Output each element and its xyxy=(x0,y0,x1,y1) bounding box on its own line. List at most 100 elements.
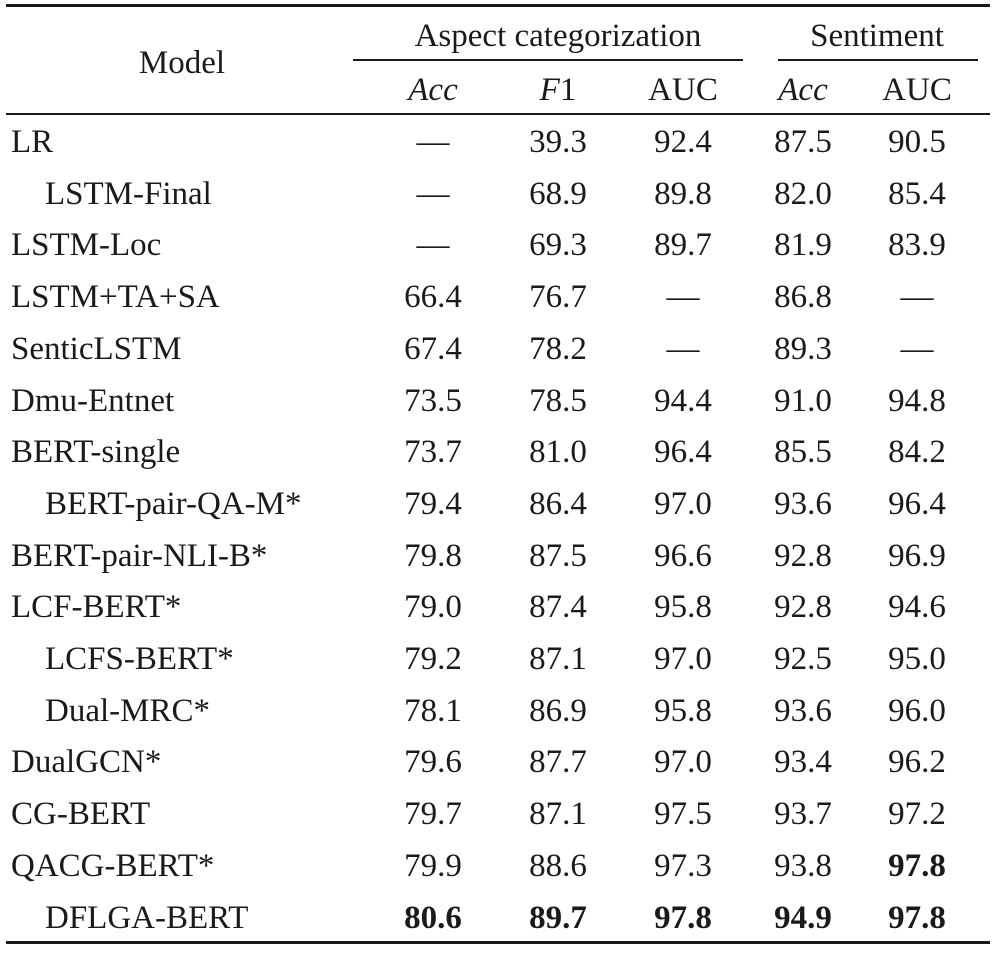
cell-aspect-f1: 89.7 xyxy=(529,900,587,936)
cell-aspect-f1: 87.7 xyxy=(529,744,587,780)
cell-aspect-auc: 97.8 xyxy=(654,900,712,936)
cell-aspect-acc: 79.7 xyxy=(404,796,462,832)
header-rule xyxy=(6,113,990,115)
cell-aspect-f1: 87.4 xyxy=(529,589,587,625)
cell-aspect-auc: 97.5 xyxy=(654,796,712,832)
model-name: LSTM-Final xyxy=(45,176,212,212)
cell-aspect-f1: 87.1 xyxy=(529,796,587,832)
col-header-aspect-f1: F1 xyxy=(540,70,577,110)
model-name: SenticLSTM xyxy=(11,331,182,367)
cell-aspect-acc: 78.1 xyxy=(404,693,462,729)
cell-sentiment-acc: 92.8 xyxy=(774,589,832,625)
cell-sentiment-auc: 84.2 xyxy=(888,434,946,470)
cell-aspect-acc: 79.6 xyxy=(404,744,462,780)
col-header-aspect-acc: Acc xyxy=(408,72,458,108)
cell-aspect-auc: 95.8 xyxy=(654,589,712,625)
cell-aspect-auc: 97.0 xyxy=(654,641,712,677)
cell-aspect-auc: 97.0 xyxy=(654,486,712,522)
cell-sentiment-acc: 91.0 xyxy=(774,383,832,419)
cell-sentiment-auc: 96.9 xyxy=(888,538,946,574)
cell-aspect-f1: 78.2 xyxy=(529,331,587,367)
cell-aspect-acc: 66.4 xyxy=(404,279,462,315)
cell-sentiment-auc: 90.5 xyxy=(888,124,946,160)
cell-sentiment-acc: 93.4 xyxy=(774,744,832,780)
model-name: LR xyxy=(11,124,54,160)
cell-aspect-f1: 39.3 xyxy=(529,124,587,160)
model-name: BERT-pair-NLI-B* xyxy=(11,538,268,574)
bottom-rule xyxy=(6,941,990,944)
top-rule xyxy=(6,4,990,7)
cell-aspect-acc: 80.6 xyxy=(404,900,462,936)
model-name: CG-BERT xyxy=(11,796,151,832)
model-name: DFLGA-BERT xyxy=(45,900,249,936)
cell-aspect-auc: 96.4 xyxy=(654,434,712,470)
cell-aspect-auc: 97.0 xyxy=(654,744,712,780)
cell-aspect-acc: 79.4 xyxy=(404,486,462,522)
cell-aspect-auc: 89.7 xyxy=(654,227,712,263)
cell-aspect-auc: 95.8 xyxy=(654,693,712,729)
model-name: DualGCN* xyxy=(11,744,162,780)
cell-aspect-f1: 86.9 xyxy=(529,693,587,729)
cell-sentiment-auc: 85.4 xyxy=(888,176,946,212)
cell-sentiment-auc: 96.0 xyxy=(888,693,946,729)
col-header-f1-subscript: 1 xyxy=(559,72,577,108)
cell-sentiment-auc: 83.9 xyxy=(888,227,946,263)
cell-sentiment-auc: 94.6 xyxy=(888,589,946,625)
cell-sentiment-acc: 85.5 xyxy=(774,434,832,470)
cell-sentiment-acc: 93.6 xyxy=(774,693,832,729)
cell-aspect-f1: 81.0 xyxy=(529,434,587,470)
cell-sentiment-auc: 97.2 xyxy=(888,796,946,832)
model-name: BERT-pair-QA-M* xyxy=(45,486,302,522)
header-group-sentiment: Sentiment xyxy=(810,18,944,54)
cell-sentiment-auc: 95.0 xyxy=(888,641,946,677)
cell-sentiment-auc: 97.8 xyxy=(888,900,946,936)
cell-aspect-acc: — xyxy=(416,227,450,263)
sentiment-group-rule xyxy=(778,59,978,61)
col-header-aspect-auc: AUC xyxy=(648,72,718,108)
cell-aspect-acc: — xyxy=(416,176,450,212)
aspect-group-rule xyxy=(353,59,743,61)
cell-sentiment-acc: 92.8 xyxy=(774,538,832,574)
cell-aspect-acc: 79.9 xyxy=(404,848,462,884)
model-name: Dmu-Entnet xyxy=(11,383,175,419)
cell-aspect-f1: 88.6 xyxy=(529,848,587,884)
cell-sentiment-acc: 87.5 xyxy=(774,124,832,160)
header-group-aspect: Aspect categorization xyxy=(414,18,702,54)
cell-aspect-auc: 89.8 xyxy=(654,176,712,212)
cell-sentiment-acc: 86.8 xyxy=(774,279,832,315)
cell-aspect-acc: 73.5 xyxy=(404,383,462,419)
cell-sentiment-auc: 96.2 xyxy=(888,744,946,780)
cell-sentiment-auc: 96.4 xyxy=(888,486,946,522)
cell-aspect-auc: 94.4 xyxy=(654,383,712,419)
col-header-f1-letter: F xyxy=(539,72,560,108)
model-name: LSTM-Loc xyxy=(11,227,162,263)
cell-aspect-auc: 96.6 xyxy=(654,538,712,574)
cell-sentiment-acc: 93.6 xyxy=(774,486,832,522)
cell-sentiment-auc: 97.8 xyxy=(888,848,946,884)
header-model: Model xyxy=(138,45,226,81)
cell-aspect-f1: 69.3 xyxy=(529,227,587,263)
cell-sentiment-acc: 82.0 xyxy=(774,176,832,212)
col-header-sentiment-auc: AUC xyxy=(882,72,952,108)
cell-sentiment-acc: 92.5 xyxy=(774,641,832,677)
cell-aspect-acc: 73.7 xyxy=(404,434,462,470)
cell-aspect-f1: 86.4 xyxy=(529,486,587,522)
cell-sentiment-acc: 93.8 xyxy=(774,848,832,884)
cell-aspect-acc: 67.4 xyxy=(404,331,462,367)
cell-aspect-f1: 87.1 xyxy=(529,641,587,677)
cell-sentiment-auc: 94.8 xyxy=(888,383,946,419)
model-name: LCF-BERT* xyxy=(11,589,182,625)
cell-sentiment-acc: 81.9 xyxy=(774,227,832,263)
model-name: BERT-single xyxy=(11,434,181,470)
model-name: LSTM+TA+SA xyxy=(11,279,220,315)
cell-aspect-acc: 79.2 xyxy=(404,641,462,677)
col-header-sentiment-acc: Acc xyxy=(778,72,828,108)
cell-aspect-f1: 76.7 xyxy=(529,279,587,315)
cell-aspect-acc: 79.0 xyxy=(404,589,462,625)
model-name: Dual-MRC* xyxy=(45,693,210,729)
cell-sentiment-acc: 94.9 xyxy=(774,900,832,936)
cell-aspect-auc: 97.3 xyxy=(654,848,712,884)
cell-aspect-f1: 68.9 xyxy=(529,176,587,212)
cell-aspect-acc: 79.8 xyxy=(404,538,462,574)
cell-aspect-acc: — xyxy=(416,124,450,160)
